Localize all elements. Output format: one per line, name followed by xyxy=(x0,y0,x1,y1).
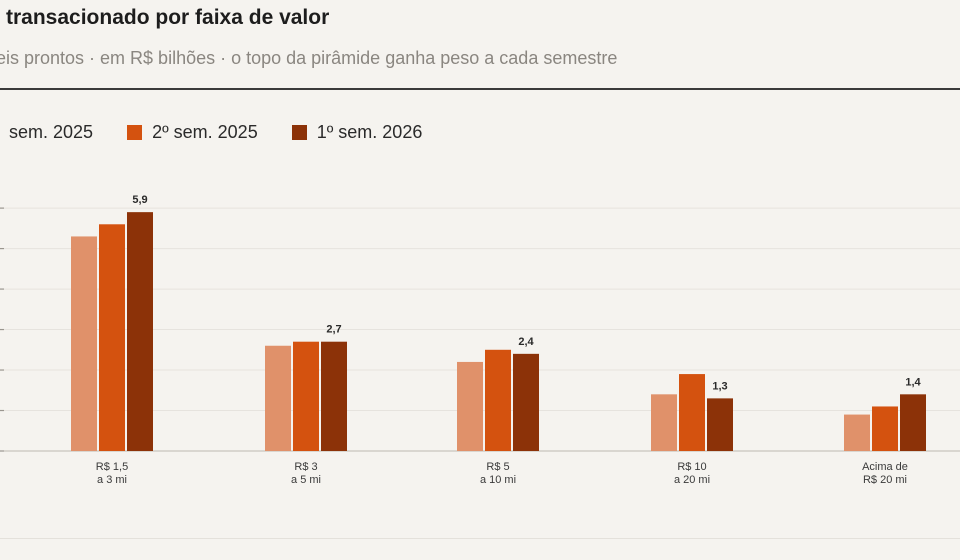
bar xyxy=(321,341,347,451)
data-label: 2,7 xyxy=(326,324,341,336)
legend-label-series-3: 1º sem. 2026 xyxy=(316,122,423,142)
bar xyxy=(457,361,483,451)
bar xyxy=(265,345,291,451)
legend-label-series-2: 2º sem. 2025 xyxy=(152,122,258,142)
chart-title: r transacionado por faixa de valor xyxy=(0,6,330,29)
bar xyxy=(872,406,898,451)
bar xyxy=(679,374,705,451)
data-label: 1,3 xyxy=(712,380,727,392)
x-tick-label: R$ 10 xyxy=(677,461,706,473)
legend-item-series-1: sem. 2025 xyxy=(0,122,93,143)
chart-legend: sem. 2025 2º sem. 2025 1º sem. 2026 xyxy=(0,122,456,143)
x-tick-label: Acima de xyxy=(862,461,908,473)
x-tick-label: R$ 5 xyxy=(486,461,509,473)
x-tick-label: a 20 mi xyxy=(674,474,710,486)
bar xyxy=(485,349,511,451)
legend-item-series-2: 2º sem. 2025 xyxy=(127,122,258,143)
bar xyxy=(513,353,539,451)
data-label: 1,4 xyxy=(905,376,921,388)
bar xyxy=(707,398,733,451)
chart-subtitle: eis prontos · em R$ bilhões · o topo da … xyxy=(0,48,618,68)
bar xyxy=(71,236,97,451)
bar xyxy=(651,394,677,451)
x-tick-label: R$ 1,5 xyxy=(96,461,128,473)
legend-swatch-series-2 xyxy=(127,125,143,140)
bar xyxy=(293,341,319,451)
legend-item-series-3: 1º sem. 2026 xyxy=(291,122,423,143)
x-tick-label: R$ 3 xyxy=(294,461,317,473)
x-tick-label: a 10 mi xyxy=(480,474,516,486)
legend-label-series-1: sem. 2025 xyxy=(9,122,94,142)
header-divider xyxy=(0,88,960,90)
footer-divider xyxy=(0,538,960,539)
bar xyxy=(844,414,870,451)
bar xyxy=(127,212,153,451)
data-label: 5,9 xyxy=(132,194,147,206)
bar xyxy=(99,224,125,451)
x-tick-label: a 3 mi xyxy=(97,474,127,486)
bar xyxy=(900,394,926,451)
data-label: 2,4 xyxy=(518,336,534,348)
x-tick-label: a 5 mi xyxy=(291,474,321,486)
legend-swatch-series-3 xyxy=(291,125,307,140)
x-tick-label: R$ 20 mi xyxy=(863,474,907,486)
